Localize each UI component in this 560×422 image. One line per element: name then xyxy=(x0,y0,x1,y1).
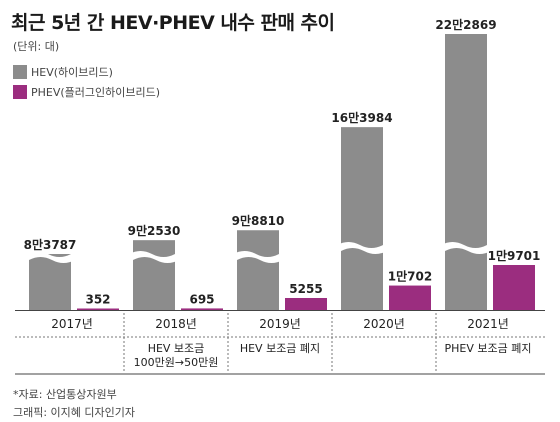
label-phev-2018년: 695 xyxy=(189,292,214,306)
unit-label: (단위: 대) xyxy=(13,40,60,53)
bar-phev-2020년 xyxy=(389,285,431,310)
note-2021년-0: PHEV 보조금 폐지 xyxy=(445,342,532,355)
legend-label-hev: HEV(하이브리드) xyxy=(31,66,113,79)
legend-swatch-phev xyxy=(13,85,27,99)
bar-hev-2019년 xyxy=(237,230,279,310)
source-note: *자료: 산업통상자원부 xyxy=(13,388,117,401)
bar-phev-2019년 xyxy=(285,297,327,310)
axis-break-2020년 xyxy=(337,242,387,254)
bar-hev-2021년 xyxy=(445,34,487,310)
note-2018년-1: 100만원→50만원 xyxy=(134,356,219,369)
axis-break-2019년 xyxy=(233,251,283,263)
axis-break-2021년 xyxy=(441,242,491,254)
legend-swatch-hev xyxy=(13,65,27,79)
legend-item-phev: PHEV(플러그인하이브리드) xyxy=(13,84,160,100)
legend-item-hev: HEV(하이브리드) xyxy=(13,64,160,80)
note-2018년-0: HEV 보조금 xyxy=(148,342,205,355)
bar-phev-2017년 xyxy=(77,308,119,310)
label-hev-2021년: 22만2869 xyxy=(435,17,496,32)
x-tick-2019년: 2019년 xyxy=(259,317,301,331)
axis-break-2017년 xyxy=(25,251,75,263)
graphic-credit: 그래픽: 이지혜 디자인기자 xyxy=(13,406,136,419)
bar-phev-2021년 xyxy=(493,265,535,310)
x-tick-2020년: 2020년 xyxy=(363,317,405,331)
label-hev-2017년: 8만3787 xyxy=(24,237,77,252)
bar-phev-2018년 xyxy=(181,308,223,310)
label-phev-2019년: 5255 xyxy=(289,282,322,296)
chart-title: 최근 5년 간 HEV·PHEV 내수 판매 추이 xyxy=(11,12,335,34)
legend: HEV(하이브리드) PHEV(플러그인하이브리드) xyxy=(13,64,160,104)
bar-hev-2018년 xyxy=(133,240,175,310)
note-2019년-0: HEV 보조금 폐지 xyxy=(240,342,320,355)
label-phev-2020년: 1만702 xyxy=(388,269,432,284)
bar-hev-2020년 xyxy=(341,127,383,310)
label-hev-2018년: 9만2530 xyxy=(128,223,181,238)
label-phev-2017년: 352 xyxy=(85,293,110,307)
x-tick-2018년: 2018년 xyxy=(155,317,197,331)
label-hev-2019년: 9만8810 xyxy=(232,213,285,228)
axis-break-2018년 xyxy=(129,251,179,263)
legend-label-phev: PHEV(플러그인하이브리드) xyxy=(31,86,161,99)
label-phev-2021년: 1만9701 xyxy=(488,248,541,263)
x-tick-2017년: 2017년 xyxy=(51,317,93,331)
x-tick-2021년: 2021년 xyxy=(467,317,509,331)
bar-hev-2017년 xyxy=(29,254,71,310)
label-hev-2020년: 16만3984 xyxy=(331,110,392,125)
